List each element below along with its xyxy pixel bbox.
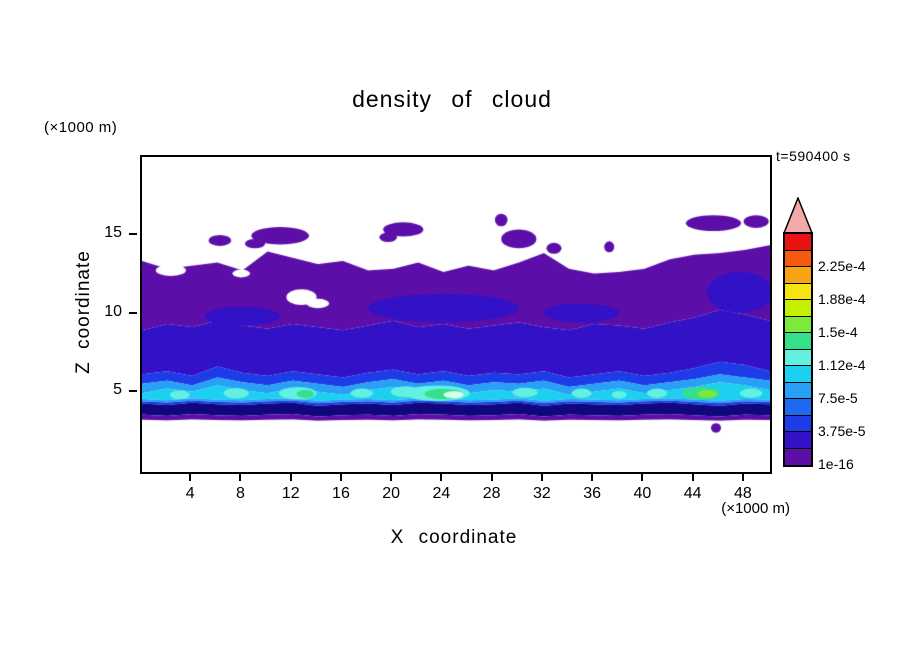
x-tick-label: 28 [482, 485, 501, 502]
y-tick-mark [129, 390, 137, 393]
x-tick-label: 36 [583, 485, 602, 502]
contour-canvas [142, 157, 770, 472]
colorbar-arrow-icon [783, 197, 813, 234]
chart-title: density of cloud [352, 86, 552, 112]
x-tick-label: 32 [533, 485, 551, 502]
x-tick-label: 12 [281, 485, 300, 502]
colorbar-label: 1.12e-4 [818, 357, 866, 373]
x-tick-mark [591, 473, 594, 481]
timestamp-label: t=590400 s [776, 148, 851, 164]
colorbar-segment [785, 349, 811, 366]
colorbar-segment [785, 399, 811, 416]
colorbar-segment [785, 382, 811, 399]
colorbar-segment [785, 267, 811, 284]
colorbar-segment [785, 234, 811, 251]
x-tick-mark [741, 473, 744, 481]
x-tick-mark [339, 473, 342, 481]
x-axis-label: X coordinate [390, 527, 518, 548]
x-tick-label: 24 [432, 485, 451, 502]
colorbar-segment [785, 300, 811, 317]
colorbar-segment [785, 333, 811, 350]
x-tick-mark [490, 473, 493, 481]
colorbar-label: 1.88e-4 [818, 291, 866, 307]
plot-area [140, 155, 772, 474]
x-tick-label: 20 [382, 485, 401, 502]
colorbar-label: 2.25e-4 [818, 258, 866, 274]
x-tick-mark [289, 473, 292, 481]
x-tick-mark [540, 473, 543, 481]
x-tick-mark [239, 473, 242, 481]
colorbar-segment [785, 415, 811, 432]
x-axis-units: (×1000 m) [721, 500, 790, 517]
colorbar-label: 1e-16 [818, 456, 854, 472]
x-tick-mark [440, 473, 443, 481]
y-tick-label: 10 [104, 302, 122, 320]
y-axis-units: (×1000 m) [44, 119, 118, 136]
x-tick-label: 44 [683, 485, 702, 502]
x-tick-label: 4 [185, 485, 195, 502]
colorbar-segment [785, 448, 811, 465]
colorbar-segment [785, 283, 811, 300]
colorbar-segment [785, 432, 811, 449]
x-tick-label: 16 [332, 485, 350, 502]
x-tick-mark [390, 473, 393, 481]
colorbar-label: 3.75e-5 [818, 423, 866, 439]
colorbar-segment [785, 366, 811, 383]
x-tick-mark [691, 473, 694, 481]
y-tick-label: 15 [104, 223, 122, 241]
colorbar-arrow-triangle [783, 197, 813, 234]
colorbar-label: 1.5e-4 [818, 324, 858, 340]
x-tick-label: 48 [733, 485, 752, 502]
y-tick-label: 5 [113, 381, 122, 399]
x-tick-mark [189, 473, 192, 481]
y-tick-mark [129, 232, 137, 235]
colorbar-label: 7.5e-5 [818, 390, 858, 406]
colorbar-segments [783, 232, 813, 467]
x-tick-label: 40 [633, 485, 652, 502]
y-tick-mark [129, 311, 137, 314]
x-tick-label: 8 [236, 485, 245, 502]
x-tick-mark [641, 473, 644, 481]
colorbar-segment [785, 316, 811, 333]
colorbar-segment [785, 250, 811, 267]
